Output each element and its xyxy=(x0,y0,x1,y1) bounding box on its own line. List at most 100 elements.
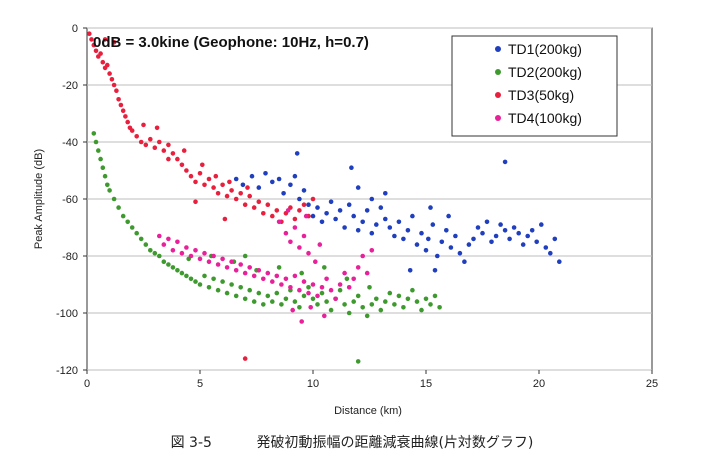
data-point xyxy=(256,185,262,190)
data-point xyxy=(114,88,119,93)
data-point xyxy=(548,250,553,256)
data-point xyxy=(283,230,289,236)
data-point xyxy=(143,242,149,247)
data-point xyxy=(202,250,207,256)
data-point xyxy=(166,156,171,162)
x-tick-label: 0 xyxy=(84,378,90,390)
data-point xyxy=(315,205,320,210)
data-point xyxy=(525,233,530,239)
data-point xyxy=(129,225,135,230)
data-point xyxy=(274,273,280,279)
data-point xyxy=(175,156,180,162)
data-point xyxy=(374,222,379,227)
data-point xyxy=(423,248,429,253)
data-point xyxy=(360,253,366,259)
data-point xyxy=(93,48,99,54)
data-point xyxy=(283,296,289,302)
data-point xyxy=(367,285,372,290)
data-point xyxy=(426,236,431,242)
legend-label: TD1(200kg) xyxy=(508,41,582,57)
data-point xyxy=(297,245,302,250)
data-point xyxy=(297,196,302,202)
data-point xyxy=(502,228,508,233)
data-point xyxy=(256,268,262,273)
data-point xyxy=(197,282,203,287)
data-point xyxy=(193,248,198,253)
data-point xyxy=(148,136,153,142)
data-point xyxy=(152,250,158,256)
data-point xyxy=(432,268,438,273)
data-point xyxy=(120,108,126,113)
data-point xyxy=(498,222,503,227)
data-point xyxy=(337,208,343,213)
x-tick-label: 25 xyxy=(646,378,658,390)
x-axis-title: Distance (km) xyxy=(334,405,402,417)
data-point xyxy=(125,219,130,225)
data-point xyxy=(175,268,180,273)
data-point xyxy=(288,182,293,188)
data-point xyxy=(401,305,406,310)
data-point xyxy=(529,228,535,233)
data-point xyxy=(405,296,411,302)
data-point xyxy=(91,131,97,136)
data-point xyxy=(227,179,232,185)
legend-label: TD2(200kg) xyxy=(508,64,582,80)
data-point xyxy=(290,307,296,313)
data-point xyxy=(245,185,250,190)
data-point xyxy=(294,151,300,156)
data-point xyxy=(202,273,207,279)
data-point xyxy=(493,233,499,239)
data-point xyxy=(120,213,126,219)
data-point xyxy=(543,245,549,250)
x-tick-label: 20 xyxy=(533,378,545,390)
data-point xyxy=(233,293,239,299)
y-tick-label: -20 xyxy=(62,80,78,92)
data-point xyxy=(93,139,99,145)
legend-marker xyxy=(495,115,501,121)
data-point xyxy=(355,185,361,190)
data-point xyxy=(270,179,275,185)
data-point xyxy=(369,248,375,253)
data-point xyxy=(102,173,108,179)
data-point xyxy=(224,290,230,296)
data-point xyxy=(134,134,139,139)
data-point xyxy=(392,302,397,307)
data-point xyxy=(91,42,97,48)
data-point xyxy=(265,270,271,276)
data-point xyxy=(346,285,352,290)
data-point xyxy=(355,265,361,270)
data-point xyxy=(407,268,413,273)
data-point xyxy=(322,313,327,319)
data-point xyxy=(405,228,411,233)
data-point xyxy=(301,279,307,284)
data-point xyxy=(188,173,194,179)
x-tick-label: 5 xyxy=(197,378,203,390)
data-point xyxy=(475,225,481,230)
data-point xyxy=(297,287,302,293)
data-points xyxy=(87,31,562,364)
data-point xyxy=(233,268,239,273)
data-point xyxy=(134,230,139,236)
data-point xyxy=(292,216,298,222)
y-axis-ticks: 0 -20 -40 -60 -80 -100 -120 xyxy=(56,23,87,377)
data-point xyxy=(297,208,302,213)
data-point xyxy=(238,262,243,267)
data-point xyxy=(448,245,454,250)
series-4-points xyxy=(157,208,375,324)
figure-title: 発破初動振幅の距離減衰曲線(片対数グラフ) xyxy=(256,435,534,451)
data-point xyxy=(315,302,320,307)
data-point xyxy=(251,299,257,304)
data-point xyxy=(310,196,316,202)
data-point xyxy=(516,230,521,236)
data-point xyxy=(98,51,103,56)
data-point xyxy=(87,31,92,36)
data-point xyxy=(211,253,216,259)
data-point xyxy=(310,296,316,302)
data-point xyxy=(444,228,449,233)
data-point xyxy=(233,196,239,202)
data-point xyxy=(539,222,544,227)
data-point xyxy=(220,279,225,284)
data-point xyxy=(383,191,388,196)
data-point xyxy=(251,205,257,210)
data-point xyxy=(310,282,316,287)
